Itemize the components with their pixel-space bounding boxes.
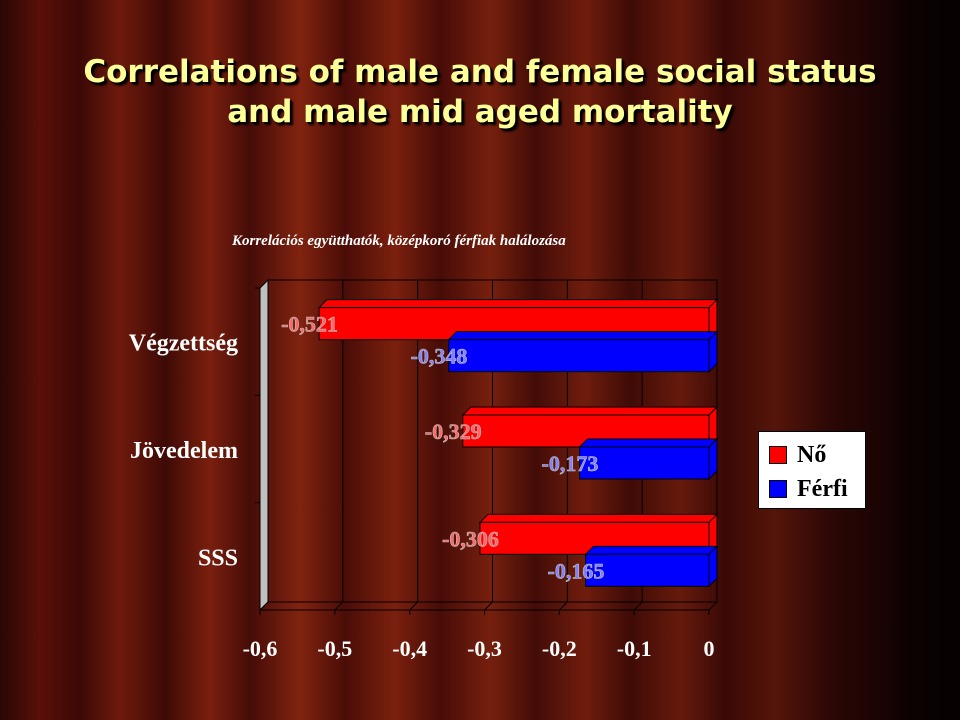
bar-top-face [461,406,719,416]
legend-item-ferfi: Férfi [769,476,848,502]
legend-label-ferfi: Férfi [797,475,848,502]
gridline-floor [484,601,493,611]
bar [579,446,710,480]
bar-top-face [578,438,719,448]
category-label: Jövedelem [130,438,238,464]
gridline-floor [633,601,643,611]
legend-item-no: Nő [769,442,826,468]
title-line-1: Correlations of male and female social s… [83,54,877,90]
data-label: -0,165 [548,558,605,583]
data-label: -0,348 [411,344,468,369]
category-label: SSS [198,545,238,571]
bar-top-face [584,545,719,555]
data-label: -0,306 [442,526,499,551]
gridline-floor [334,601,344,611]
bar [585,553,710,587]
gridline-floor [259,601,269,611]
data-label: -0,173 [542,451,599,476]
legend-swatch-no [769,446,787,464]
bar-top-face [447,331,719,341]
legend-label-no: Nő [797,441,827,468]
legend-swatch-ferfi [769,480,787,498]
category-label: Végzettség [129,331,238,357]
slide-title: Correlations of male and female social s… [0,52,960,132]
x-tick-label: -0,4 [392,636,427,661]
title-line-2: and male mid aged mortality [227,94,733,130]
gridline-floor [558,601,568,611]
gridline-floor [409,601,419,611]
x-tick-label: -0,2 [542,636,577,661]
bar-top-face [317,299,719,309]
x-tick-label: 0 [704,636,715,661]
x-tick-label: -0,1 [617,636,652,661]
x-tick-label: -0,3 [467,636,502,661]
bar-top-face [478,513,719,523]
data-label: -0,521 [281,312,338,337]
data-label: -0,329 [425,419,482,444]
x-tick-label: -0,6 [243,636,278,661]
chart-legend: Nő Férfi [758,431,866,509]
chart-subtitle: Korrelációs együtthatók, középkoró férfi… [232,233,566,249]
x-tick-label: -0,5 [317,636,352,661]
gridline-floor [708,601,718,611]
bar [448,339,710,373]
plot-side-wall [259,278,269,612]
